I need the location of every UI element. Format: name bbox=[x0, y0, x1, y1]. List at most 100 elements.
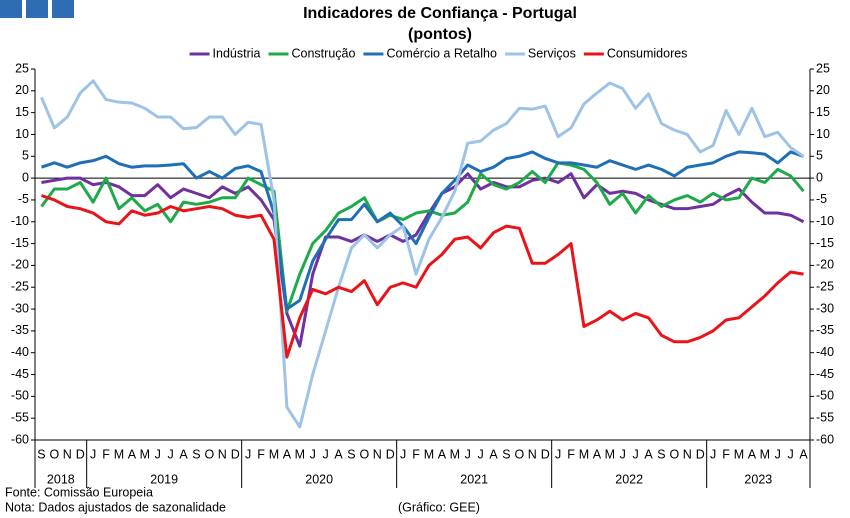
x-tick-label: A bbox=[283, 447, 292, 461]
x-tick-label: J bbox=[710, 447, 716, 461]
x-tick-label: A bbox=[644, 447, 653, 461]
legend-label: Indústria bbox=[213, 46, 261, 60]
y-tick-label: 20 bbox=[15, 83, 29, 97]
x-tick-label: O bbox=[50, 447, 60, 461]
y-tick-label: -10 bbox=[11, 214, 29, 228]
x-tick-label: F bbox=[567, 447, 575, 461]
y2-tick-label: 0 bbox=[816, 170, 823, 184]
x-tick-label: J bbox=[168, 447, 174, 461]
y2-tick-label: -40 bbox=[816, 345, 834, 359]
logo-block bbox=[52, 0, 74, 18]
y2-tick-label: -50 bbox=[816, 389, 834, 403]
x-tick-label: M bbox=[760, 447, 770, 461]
x-tick-label: M bbox=[424, 447, 434, 461]
y2-tick-label: -45 bbox=[816, 367, 834, 381]
y2-tick-label: -55 bbox=[816, 410, 834, 424]
y-tick-label: 10 bbox=[15, 127, 29, 141]
y-tick-label: -55 bbox=[11, 410, 29, 424]
x-tick-label: N bbox=[683, 447, 692, 461]
y2-tick-label: -30 bbox=[816, 301, 834, 315]
x-tick-label: M bbox=[114, 447, 124, 461]
x-tick-label: J bbox=[788, 447, 794, 461]
x-tick-label: O bbox=[515, 447, 525, 461]
x-tick-label: S bbox=[347, 447, 355, 461]
source-note: Nota: Dados ajustados de sazonalidade bbox=[5, 500, 226, 514]
y-tick-label: -25 bbox=[11, 280, 29, 294]
y-tick-label: 0 bbox=[22, 170, 29, 184]
x-tick-label: J bbox=[478, 447, 484, 461]
y-tick-label: -15 bbox=[11, 236, 29, 250]
x-tick-label: M bbox=[450, 447, 460, 461]
chart-title: Indicadores de Confiança - Portugal bbox=[303, 5, 577, 22]
x-tick-label: J bbox=[155, 447, 161, 461]
series-line bbox=[41, 172, 805, 348]
legend-label: Serviços bbox=[528, 46, 576, 60]
y2-tick-label: -15 bbox=[816, 236, 834, 250]
legend-label: Construção bbox=[292, 46, 356, 60]
source-note: Fonte: Comissão Europeia bbox=[5, 485, 153, 499]
x-group-label: 2020 bbox=[305, 472, 333, 486]
y2-tick-label: 25 bbox=[816, 61, 830, 75]
x-group-label: 2018 bbox=[47, 472, 75, 486]
y2-tick-label: 15 bbox=[816, 105, 830, 119]
series-line bbox=[40, 150, 805, 311]
y2-tick-label: -10 bbox=[816, 214, 834, 228]
x-tick-label: J bbox=[323, 447, 329, 461]
logo-block bbox=[26, 0, 48, 18]
x-tick-label: O bbox=[360, 447, 370, 461]
x-tick-label: D bbox=[541, 447, 550, 461]
y-tick-label: 15 bbox=[15, 105, 29, 119]
x-group-label: 2021 bbox=[460, 472, 488, 486]
x-tick-label: J bbox=[465, 447, 471, 461]
y-tick-label: -30 bbox=[11, 301, 29, 315]
x-tick-label: D bbox=[386, 447, 395, 461]
x-tick-label: M bbox=[140, 447, 150, 461]
x-group-label: 2019 bbox=[150, 472, 178, 486]
x-tick-label: F bbox=[412, 447, 420, 461]
x-tick-label: J bbox=[633, 447, 639, 461]
chart-subtitle: (pontos) bbox=[408, 26, 472, 43]
x-tick-label: F bbox=[257, 447, 265, 461]
x-tick-label: M bbox=[295, 447, 305, 461]
credit: (Gráfico: GEE) bbox=[398, 500, 480, 514]
y-tick-label: -45 bbox=[11, 367, 29, 381]
y-tick-label: -50 bbox=[11, 389, 29, 403]
x-tick-label: D bbox=[696, 447, 705, 461]
y-tick-label: 5 bbox=[22, 149, 29, 163]
x-tick-label: A bbox=[799, 447, 808, 461]
y2-tick-label: 20 bbox=[816, 83, 830, 97]
x-tick-label: M bbox=[605, 447, 615, 461]
y-tick-label: -35 bbox=[11, 323, 29, 337]
legend-label: Consumidores bbox=[607, 46, 688, 60]
x-tick-label: S bbox=[37, 447, 45, 461]
x-tick-label: O bbox=[205, 447, 215, 461]
x-tick-label: A bbox=[489, 447, 498, 461]
x-tick-label: N bbox=[63, 447, 72, 461]
x-tick-label: N bbox=[218, 447, 227, 461]
y-tick-label: -5 bbox=[18, 192, 29, 206]
series-line bbox=[40, 79, 805, 429]
x-tick-label: J bbox=[310, 447, 316, 461]
x-tick-label: N bbox=[373, 447, 382, 461]
x-tick-label: F bbox=[722, 447, 730, 461]
x-tick-label: A bbox=[334, 447, 343, 461]
x-tick-label: J bbox=[90, 447, 96, 461]
x-tick-label: N bbox=[528, 447, 537, 461]
x-tick-label: J bbox=[400, 447, 406, 461]
logo-block bbox=[0, 0, 22, 18]
series-line bbox=[40, 194, 804, 359]
x-tick-label: S bbox=[657, 447, 665, 461]
y-tick-label: -60 bbox=[11, 432, 29, 446]
x-tick-label: J bbox=[245, 447, 251, 461]
x-group-label: 2023 bbox=[744, 472, 772, 486]
x-group-label: 2022 bbox=[615, 472, 643, 486]
x-tick-label: S bbox=[192, 447, 200, 461]
x-tick-label: O bbox=[670, 447, 680, 461]
x-tick-label: A bbox=[438, 447, 447, 461]
x-tick-label: J bbox=[555, 447, 561, 461]
y2-tick-label: -20 bbox=[816, 258, 834, 272]
x-tick-label: A bbox=[179, 447, 188, 461]
y2-tick-label: -5 bbox=[816, 192, 827, 206]
y2-tick-label: -35 bbox=[816, 323, 834, 337]
